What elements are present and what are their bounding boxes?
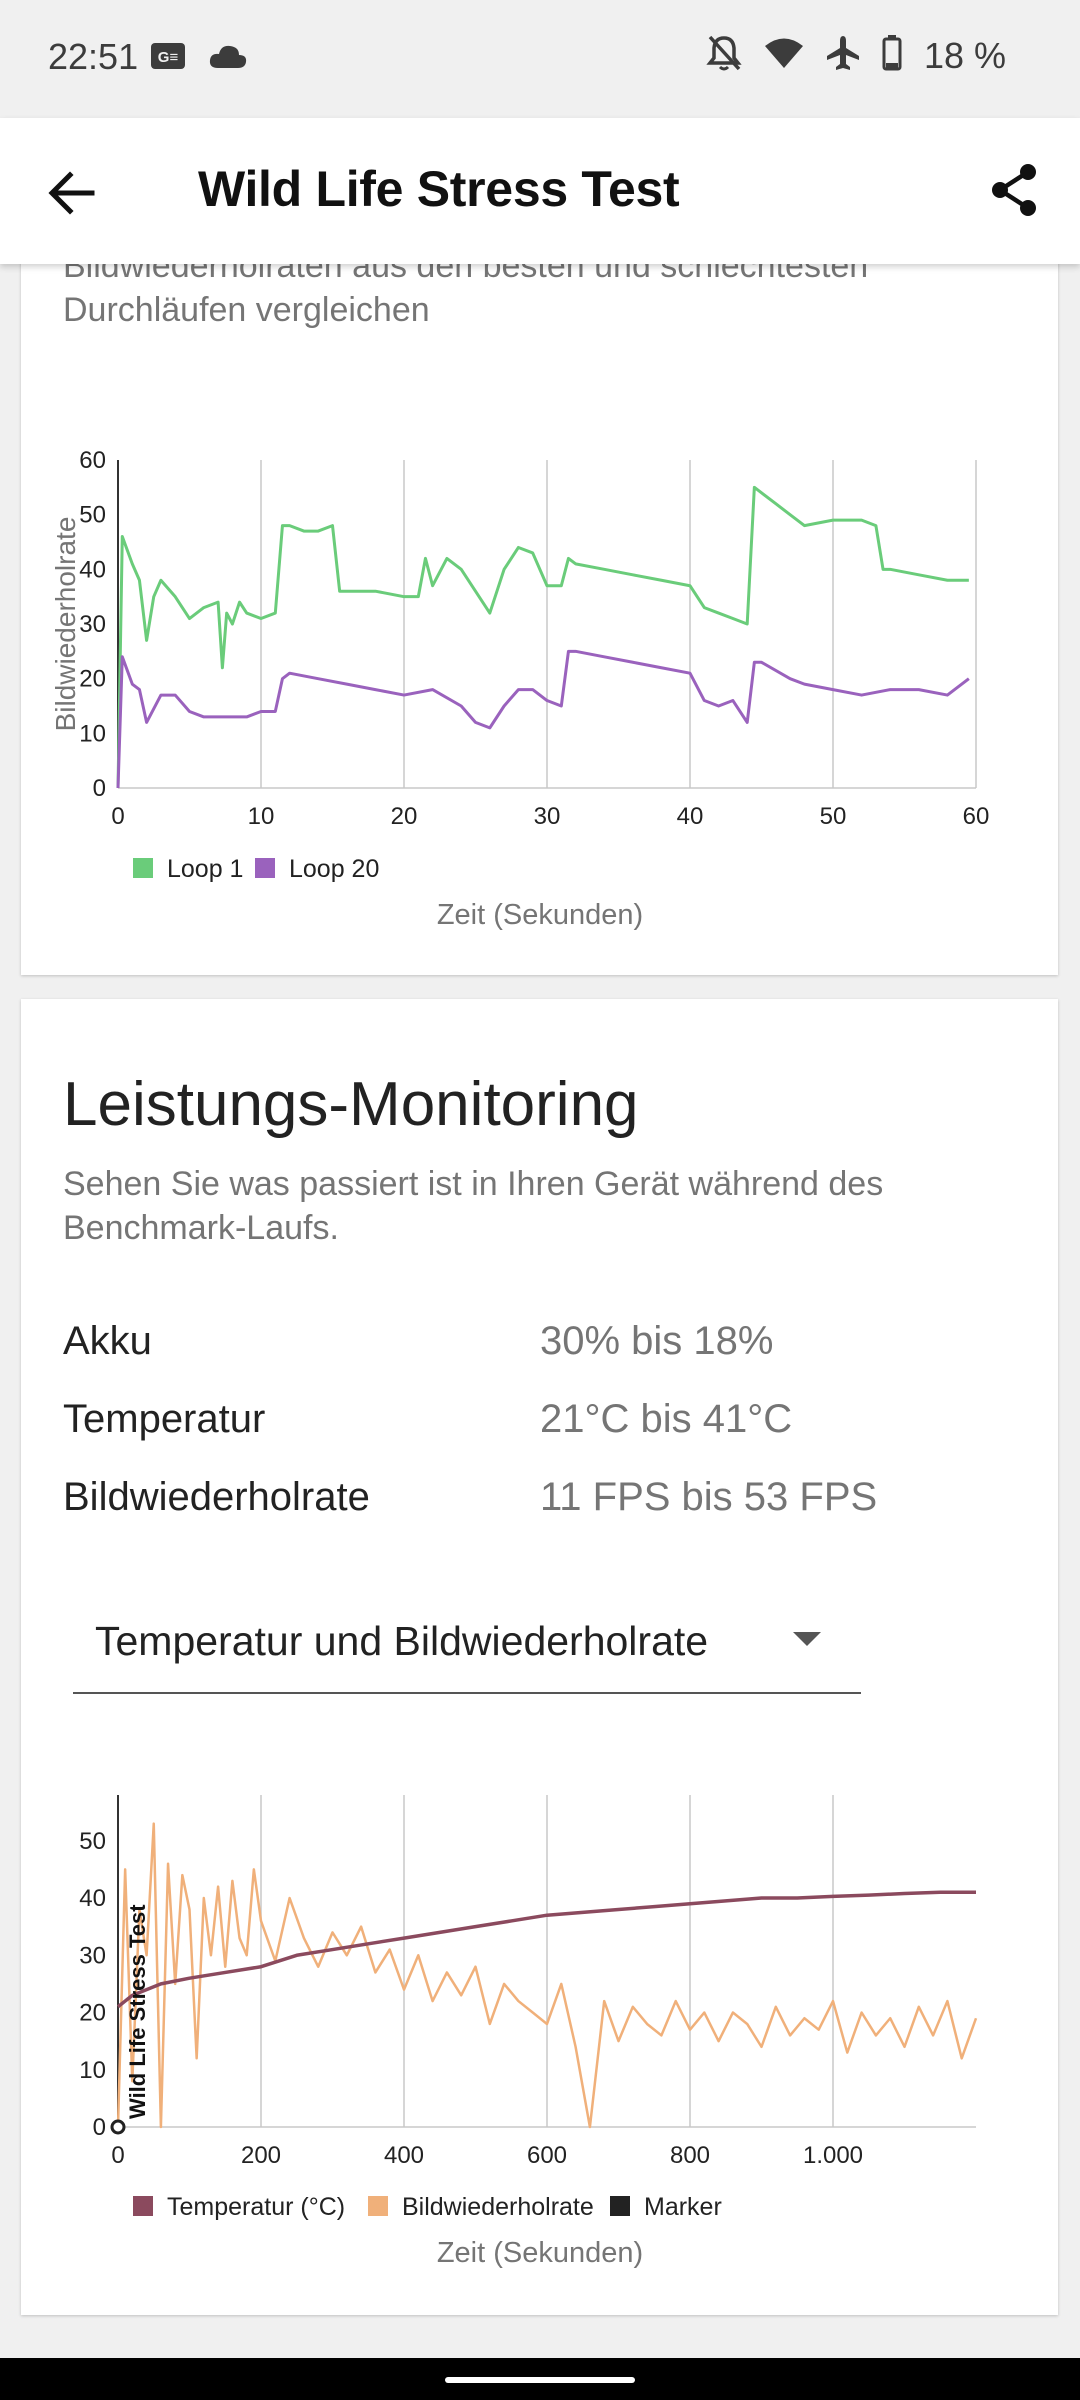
status-time: 22:51 xyxy=(48,36,139,77)
y-tick-label: 20 xyxy=(79,2000,106,2027)
x-tick-label: 10 xyxy=(248,803,275,830)
y-tick-label: 40 xyxy=(79,556,106,583)
legend-swatch xyxy=(133,858,153,878)
dropdown-selected-value: Temperatur und Bildwiederholrate xyxy=(95,1618,709,1664)
series-line-loop-20 xyxy=(116,649,970,789)
x-tick-label: 600 xyxy=(527,2142,567,2169)
wifi-icon xyxy=(764,37,804,74)
performance-monitoring-card: Leistungs-Monitoring Sehen Sie was passi… xyxy=(21,999,1058,2315)
monitoring-description-line2: Benchmark-Laufs. xyxy=(63,1209,339,1247)
stat-value-battery: 30% bis 18% xyxy=(540,1319,774,1363)
stat-label-temperature: Temperatur xyxy=(63,1397,266,1441)
x-tick-label: 50 xyxy=(820,803,847,830)
x-axis-label: Zeit (Sekunden) xyxy=(437,2237,643,2269)
framerate-comparison-card: Bildwiederholraten aus den besten und sc… xyxy=(21,230,1058,975)
legend-label: Loop 1 xyxy=(167,855,243,883)
legend-swatch xyxy=(255,858,275,878)
x-axis-label: Zeit (Sekunden) xyxy=(437,899,643,931)
y-tick-label: 0 xyxy=(93,2114,106,2141)
legend-label: Temperatur (°C) xyxy=(167,2193,345,2221)
dropdown-arrow-icon xyxy=(793,1632,821,1646)
monitoring-description-line1: Sehen Sie was passiert ist in Ihren Gerä… xyxy=(63,1165,884,1203)
series-line-loop-1 xyxy=(116,485,969,789)
page-title: Wild Life Stress Test xyxy=(198,161,680,217)
marker-point xyxy=(110,2119,126,2135)
stat-label-battery: Akku xyxy=(63,1319,152,1363)
share-icon xyxy=(992,164,1036,216)
x-tick-label: 800 xyxy=(670,2142,710,2169)
notifications-off-icon xyxy=(706,34,742,77)
stat-label-framerate: Bildwiederholrate xyxy=(63,1475,370,1519)
series-line-temperature xyxy=(116,1890,976,2009)
legend-label: Loop 20 xyxy=(289,855,379,883)
back-button[interactable] xyxy=(42,163,102,223)
svg-text:G≡: G≡ xyxy=(158,49,179,66)
y-tick-label: 10 xyxy=(79,2057,106,2084)
y-tick-label: 60 xyxy=(79,447,106,474)
home-gesture-handle[interactable] xyxy=(445,2377,635,2383)
y-axis-label: Bildwiederholrate xyxy=(50,517,81,732)
y-tick-label: 30 xyxy=(79,611,106,638)
y-tick-label: 50 xyxy=(79,1828,106,1855)
stat-value-temperature: 21°C bis 41°C xyxy=(540,1397,793,1441)
share-button[interactable] xyxy=(982,158,1046,222)
temperature-framerate-chart: 0 200 400 600 800 1.000 0 10 20 30 40 50 Wild Life S… xyxy=(79,1795,978,2269)
legend-swatch xyxy=(368,2196,388,2216)
y-tick-label: 30 xyxy=(79,1942,106,1969)
navigation-bar xyxy=(0,2358,1080,2400)
status-system-icons: 18 % xyxy=(706,34,1006,77)
legend-label: Marker xyxy=(644,2193,722,2221)
status-notification-icons: G≡ xyxy=(150,42,248,75)
app-bar: Wild Life Stress Test xyxy=(0,118,1080,264)
sim-card-icon: G≡ xyxy=(150,42,186,75)
marker-label: Wild Life Stress Test xyxy=(125,1904,150,2119)
y-tick-label: 0 xyxy=(93,775,106,802)
legend-swatch xyxy=(133,2196,153,2216)
airplane-mode-icon xyxy=(826,35,860,76)
battery-icon xyxy=(882,35,902,76)
x-tick-label: 60 xyxy=(963,803,990,830)
y-tick-label: 50 xyxy=(79,502,106,529)
arrow-back-icon xyxy=(48,171,95,215)
status-bar: 22:51 G≡ 18 % xyxy=(0,0,1080,118)
battery-percentage: 18 % xyxy=(923,34,1006,76)
y-tick-label: 40 xyxy=(79,1885,106,1912)
stat-value-framerate: 11 FPS bis 53 FPS xyxy=(540,1475,878,1519)
x-tick-label: 0 xyxy=(111,803,124,830)
x-tick-label: 40 xyxy=(677,803,704,830)
monitoring-heading: Leistungs-Monitoring xyxy=(63,1070,639,1139)
x-tick-label: 200 xyxy=(241,2142,281,2169)
loop-comparison-chart: 0 10 20 30 40 50 60 0 10 20 30 40 50 60 Bildwiederholr… xyxy=(50,447,990,931)
x-tick-label: 1.000 xyxy=(803,2142,863,2169)
x-tick-label: 20 xyxy=(391,803,418,830)
x-tick-label: 0 xyxy=(111,2142,124,2169)
comparison-description-line2: Durchläufen vergleichen xyxy=(63,291,430,329)
x-tick-label: 400 xyxy=(384,2142,424,2169)
chart-type-dropdown[interactable]: Temperatur und Bildwiederholrate xyxy=(73,1586,861,1694)
legend-swatch xyxy=(610,2196,630,2216)
y-tick-label: 20 xyxy=(79,666,106,693)
y-tick-label: 10 xyxy=(79,720,106,747)
cloud-icon xyxy=(208,42,248,75)
legend-label: Bildwiederholrate xyxy=(402,2193,594,2221)
series-line-framerate xyxy=(116,1822,978,2129)
x-tick-label: 30 xyxy=(534,803,561,830)
